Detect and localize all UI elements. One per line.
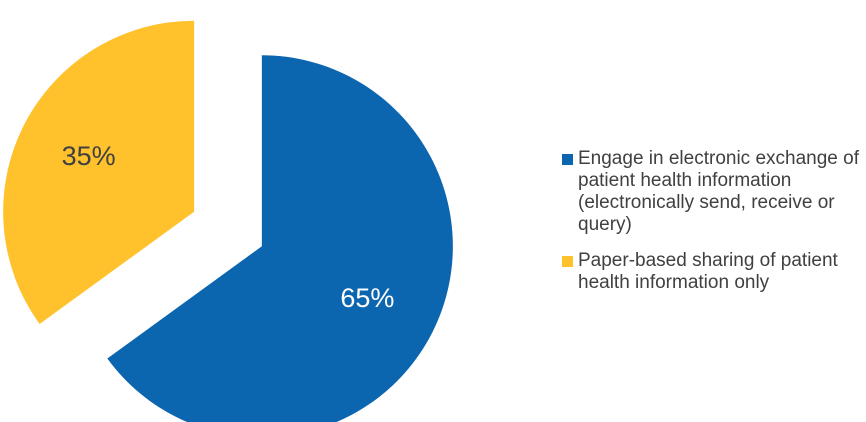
data-label-paper-based: 35% <box>62 141 116 171</box>
slice-electronic-exchange <box>107 55 453 422</box>
pie-slices <box>3 20 453 422</box>
pie-data-labels: 65% 35% <box>62 141 395 313</box>
legend-item-paper-based: Paper-based sharing of patient health in… <box>562 250 862 294</box>
legend-swatch-blue <box>562 154 573 165</box>
legend-item-electronic-exchange: Engage in electronic exchange of patient… <box>562 148 862 236</box>
legend-label-paper-based: Paper-based sharing of patient health in… <box>578 250 844 293</box>
legend-label-electronic-exchange: Engage in electronic exchange of patient… <box>578 148 865 235</box>
slice-paper-based <box>3 20 195 325</box>
legend-swatch-yellow <box>562 256 573 267</box>
legend: Engage in electronic exchange of patient… <box>562 148 862 308</box>
data-label-electronic-exchange: 65% <box>340 283 394 313</box>
